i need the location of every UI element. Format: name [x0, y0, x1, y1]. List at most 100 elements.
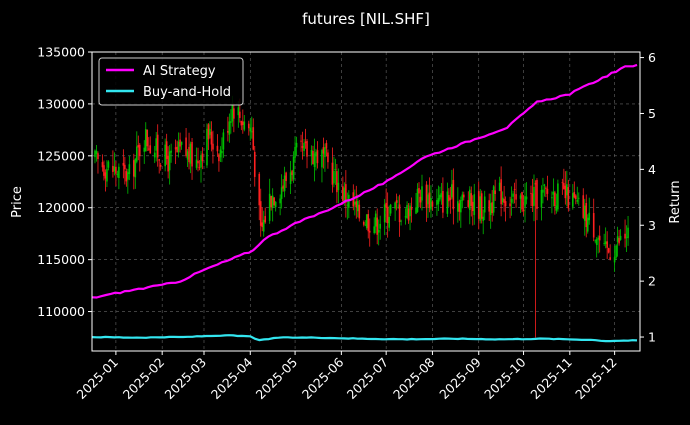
candle-body [607, 248, 610, 253]
candle-body [274, 201, 277, 208]
candle-body [270, 195, 272, 208]
candle-body [231, 104, 234, 122]
y-tick-label-right: 5 [648, 106, 656, 121]
candle-body [431, 201, 434, 207]
candle-body [133, 160, 135, 177]
candle-body [594, 240, 597, 242]
y-tick-label-left: 130000 [37, 96, 85, 111]
candle-body [409, 205, 411, 217]
candle-body [615, 245, 617, 258]
candle-body [418, 188, 420, 194]
candle-body [153, 152, 156, 158]
candle-body [128, 164, 131, 175]
candle-body [191, 141, 193, 167]
candle-body [419, 196, 422, 203]
candle-body [557, 183, 559, 210]
candle-body [227, 130, 229, 133]
candle-body [271, 195, 274, 208]
candle-body [406, 205, 408, 219]
candle-body [306, 140, 308, 157]
candle-body [545, 187, 547, 189]
y-tick-label-right: 4 [648, 162, 656, 177]
candle-body [451, 184, 453, 198]
candle-body [242, 121, 244, 125]
candle-body [425, 184, 428, 209]
candle-body [230, 121, 232, 123]
candle-body [342, 186, 344, 201]
candle-body [300, 140, 302, 142]
candle-body [195, 159, 198, 168]
y-tick-label-right: 1 [648, 330, 656, 345]
candle-body [197, 160, 199, 164]
candle-body [165, 141, 168, 159]
candle-body [200, 155, 202, 168]
candle-body [531, 193, 534, 207]
candle-body [362, 222, 365, 225]
candle-body [448, 195, 450, 202]
candle-body [144, 129, 147, 152]
candle-body [619, 235, 622, 240]
candle-body [210, 131, 213, 145]
candle-body [101, 162, 104, 168]
candle-body [513, 189, 516, 190]
candle-body [243, 121, 246, 130]
candle-body [258, 173, 261, 206]
candle-body [282, 185, 284, 189]
candle-body [250, 131, 253, 133]
candle-body [488, 200, 490, 212]
candle-body [625, 236, 628, 238]
candle-body [237, 107, 240, 116]
candle-body [389, 204, 392, 214]
candle-body [394, 202, 396, 209]
candle-body [386, 206, 389, 224]
candle-body [228, 121, 231, 135]
candle-body [312, 150, 314, 165]
candle-body [501, 197, 504, 203]
candle-body [624, 233, 626, 239]
candle-body [365, 214, 368, 229]
candle-body [107, 161, 110, 168]
candle-body [354, 201, 356, 205]
candle-body [331, 162, 334, 185]
candle-body [207, 124, 210, 140]
candle-body [201, 153, 204, 162]
left-axis: 110000 115000 120000 125000 130000 135000 [37, 45, 92, 319]
candle-body [595, 239, 598, 246]
candle-body [149, 145, 152, 154]
candle-body [177, 141, 180, 153]
candle-body [209, 128, 211, 135]
candle-body [337, 182, 340, 191]
candle-body [510, 198, 513, 203]
candle-body [134, 158, 137, 178]
candle-body [410, 206, 413, 210]
candle-body [185, 137, 187, 156]
candle-body [325, 142, 328, 149]
candle-body [546, 188, 549, 194]
candle-body [436, 200, 438, 206]
candle-body [301, 146, 304, 148]
candle-body [261, 222, 264, 228]
candle-body [524, 196, 526, 207]
candle-body [176, 146, 178, 153]
candle-body [239, 111, 241, 118]
candle-body [606, 241, 608, 248]
candle-body [188, 146, 190, 163]
candle-body [616, 236, 619, 242]
candle-body [291, 170, 293, 175]
legend-box [98, 57, 244, 106]
candle-body [586, 217, 589, 232]
candle-body [427, 194, 429, 205]
candle-body [218, 154, 220, 162]
candle-body [416, 188, 419, 212]
candle-body [573, 192, 576, 198]
candle-body [268, 193, 271, 221]
candle-body [468, 189, 471, 211]
y-tick-label-right: 3 [648, 218, 656, 233]
candle-body [515, 194, 517, 200]
candle-body [519, 195, 522, 199]
series-line-buy-and-hold [91, 334, 638, 343]
candle-body [158, 159, 160, 161]
candle-body [457, 201, 459, 212]
candle-body [536, 180, 538, 209]
